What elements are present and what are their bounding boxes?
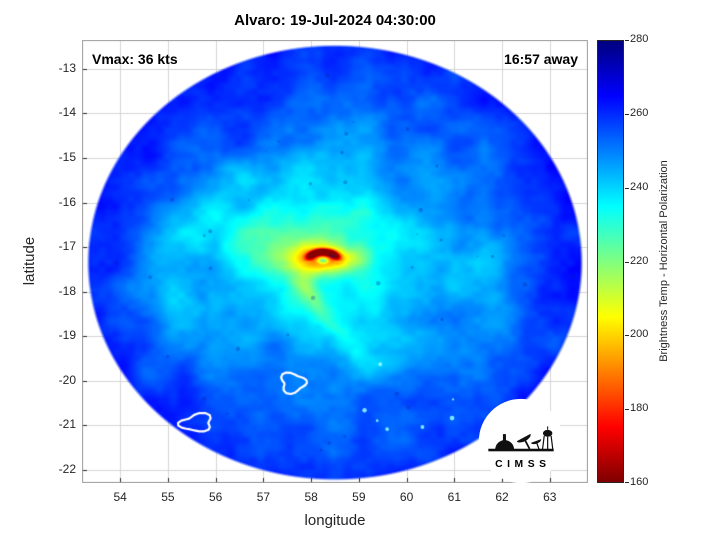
colorbar-tick-mark: [625, 114, 629, 115]
x-tick-label: 62: [495, 490, 509, 504]
logo-text: C I M S S: [495, 459, 547, 470]
observatory-skyline-icon: [488, 426, 554, 452]
y-tick-label: -18: [58, 283, 76, 298]
colorbar-tick-mark: [625, 482, 629, 483]
x-tick-label: 61: [447, 490, 461, 504]
colorbar-tick-mark: [625, 188, 629, 189]
plot-area: Vmax: 36 kts 16:57 away C I M: [82, 40, 588, 483]
x-tick-label: 59: [352, 490, 366, 504]
x-tick-label: 63: [543, 490, 557, 504]
x-tick-label: 58: [304, 490, 318, 504]
x-tick-label: 56: [208, 490, 223, 504]
colorbar-tick-label: 280: [630, 33, 649, 45]
colorbar-tick-label: 220: [630, 254, 649, 267]
colorbar-label: Brightness Temp - Horizontal Polarizatio…: [658, 160, 670, 362]
y-tick-label: -20: [58, 372, 76, 387]
colorbar-tick-mark: [625, 335, 629, 336]
y-tick-label: -19: [58, 328, 76, 343]
cimss-logo: C I M S S: [478, 398, 564, 483]
colorbar-tick-label: 180: [630, 402, 649, 415]
y-tick-label: -22: [58, 461, 76, 476]
colorbar-tick-mark: [625, 40, 629, 41]
y-tick-label: -15: [58, 149, 76, 164]
y-tick-label: -17: [58, 239, 76, 254]
x-tick-label: 60: [399, 490, 414, 504]
colorbar-tick-label: 260: [630, 106, 649, 119]
colorbar: [597, 40, 624, 483]
x-axis-label: longitude: [304, 512, 366, 529]
colorbar-gradient: [598, 41, 623, 482]
colorbar-tick-label: 200: [630, 328, 649, 341]
colorbar-tick-label: 160: [630, 476, 649, 488]
colorbar-tick-label: 240: [630, 180, 649, 193]
x-tick-label: 55: [161, 490, 175, 504]
y-tick-label: -16: [58, 194, 76, 209]
colorbar-tick-mark: [625, 409, 629, 410]
y-tick-label: -13: [58, 60, 76, 75]
chart-title: Alvaro: 19-Jul-2024 04:30:00: [234, 12, 436, 29]
x-tick-label: 54: [113, 490, 127, 504]
colorbar-tick-mark: [625, 262, 629, 263]
time-away-annotation: 16:57 away: [504, 51, 578, 67]
y-tick-label: -14: [58, 105, 76, 120]
y-tick-label: -21: [58, 417, 76, 432]
x-tick-label: 57: [256, 490, 271, 504]
water-tower-icon: [542, 429, 553, 437]
vmax-annotation: Vmax: 36 kts: [92, 51, 178, 67]
